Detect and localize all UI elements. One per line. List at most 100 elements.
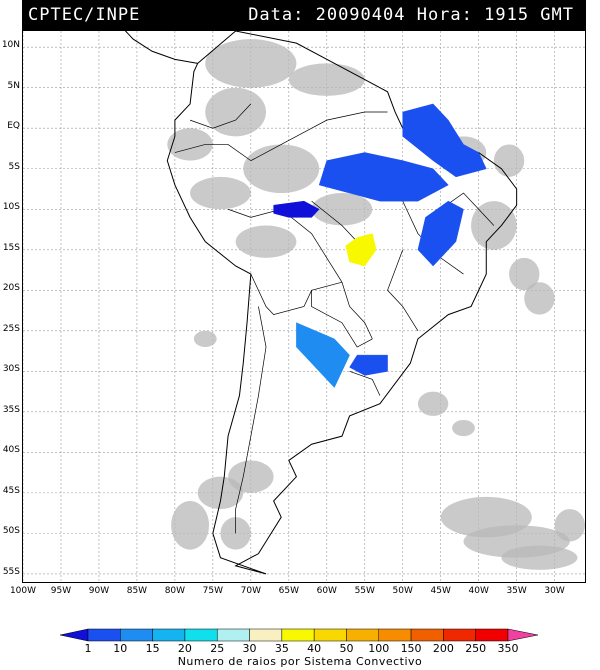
- colorbar-tick-label: 100: [368, 642, 390, 655]
- longitude-label: 40W: [468, 586, 489, 596]
- latitude-label: 20S: [2, 283, 20, 294]
- longitude-label: 100W: [9, 586, 37, 596]
- cloud-cover: [417, 391, 449, 416]
- colorbar-tick-label: 15: [145, 642, 160, 655]
- convective-system: [402, 103, 487, 178]
- longitude-label: 85W: [126, 586, 148, 596]
- state-border: [250, 111, 388, 161]
- state-border: [250, 273, 343, 315]
- state-border: [235, 306, 267, 534]
- longitude-label: 35W: [506, 586, 527, 596]
- cloud-cover: [205, 87, 267, 137]
- state-border: [311, 290, 373, 348]
- colorbar-segment: [184, 628, 218, 642]
- cloud-cover: [190, 176, 251, 210]
- cloud-cover: [171, 500, 210, 550]
- colorbar-segment: [249, 628, 283, 642]
- colorbar-tick-label: 25: [210, 642, 225, 655]
- colorbar-segment: [216, 628, 250, 642]
- cloud-cover: [554, 509, 585, 542]
- longitude-label: 45W: [430, 586, 451, 596]
- colorbar-segment: [410, 628, 444, 642]
- convective-system: [273, 200, 320, 218]
- latitude-label: 5S: [8, 161, 20, 172]
- longitude-label: 95W: [50, 586, 72, 596]
- cloud-cover: [205, 39, 297, 88]
- latitude-label: 50S: [2, 526, 20, 537]
- cloud-cover: [243, 144, 320, 194]
- colorbar-segment: [378, 628, 412, 642]
- latitude-label: 40S: [2, 445, 20, 456]
- source-label: CPTEC/INPE: [28, 5, 141, 25]
- cloud-cover: [167, 128, 213, 161]
- state-border: [440, 192, 495, 226]
- colorbar-tick-label: 35: [274, 642, 289, 655]
- title-bar: CPTEC/INPE Data: 20090404 Hora: 1915 GMT: [22, 0, 586, 30]
- latitude-label: 35S: [2, 404, 20, 415]
- cloud-cover: [311, 193, 373, 226]
- convective-system: [349, 354, 388, 376]
- longitude-label: 65W: [278, 586, 299, 596]
- colorbar-tick-label: 10: [113, 642, 128, 655]
- colorbar-segment: [475, 628, 509, 642]
- colorbar-segment: [281, 628, 315, 642]
- cloud-cover: [509, 257, 540, 291]
- cloud-cover: [524, 282, 555, 315]
- colorbar-tick-label: 1: [84, 642, 92, 655]
- latitude-label: 5N: [7, 80, 20, 91]
- cloud-cover: [493, 144, 525, 177]
- longitude-label: 55W: [354, 586, 375, 596]
- longitude-label: 80W: [164, 586, 186, 596]
- longitude-label: 70W: [240, 586, 262, 596]
- colorbar-tick-label: 30: [242, 642, 257, 655]
- state-border: [387, 249, 419, 331]
- state-border: [189, 103, 252, 129]
- latitude-label: 30S: [2, 364, 20, 375]
- state-border: [174, 144, 252, 161]
- map-frame: [22, 30, 586, 583]
- cloud-cover: [501, 545, 578, 570]
- cloud-cover: [452, 419, 475, 437]
- longitude-label: 90W: [88, 586, 110, 596]
- colorbar-segment: [443, 628, 476, 642]
- latitude-label: 15S: [2, 242, 20, 253]
- colorbar-tick-label: 250: [465, 642, 487, 655]
- latitude-label: 10S: [2, 202, 20, 213]
- convective-system: [345, 233, 377, 267]
- latitude-label: 25S: [2, 323, 20, 334]
- colorbar-segment: [87, 628, 121, 642]
- convective-system: [417, 200, 464, 267]
- longitude-label: 75W: [202, 586, 224, 596]
- timestamp-label: Data: 20090404 Hora: 1915 GMT: [248, 5, 574, 25]
- cloud-cover: [220, 517, 251, 550]
- cloud-cover: [288, 63, 365, 96]
- cloud-cover: [193, 330, 217, 348]
- colorbar-tick-label: 150: [400, 642, 422, 655]
- colorbar-segment: [120, 628, 153, 642]
- longitude-label: 30W: [544, 586, 565, 596]
- state-border: [349, 370, 381, 396]
- colorbar-tick-label: 40: [307, 642, 322, 655]
- colorbar-tick-label: 200: [432, 642, 454, 655]
- latitude-label: 45S: [2, 485, 20, 496]
- latitude-label: 10N: [1, 40, 20, 51]
- colorbar-segment: [152, 628, 186, 642]
- central-america-coastline: [124, 31, 198, 64]
- cloud-cover: [235, 225, 297, 258]
- longitude-label: 50W: [392, 586, 413, 596]
- colorbar-left-arrow: [60, 628, 89, 642]
- colorbar: [60, 628, 539, 642]
- convective-system: [296, 322, 350, 388]
- longitude-label: 60W: [316, 586, 337, 596]
- colorbar-tick-label: 20: [177, 642, 192, 655]
- colorbar-caption: Numero de raios por Sistema Convectivo: [177, 655, 423, 668]
- latitude-label: 55S: [2, 566, 20, 577]
- state-border: [227, 208, 373, 340]
- colorbar-segment: [313, 628, 347, 642]
- convective-system: [318, 152, 449, 202]
- map-canvas: [23, 31, 585, 582]
- colorbar-right-arrow: [507, 628, 539, 642]
- colorbar-tick-label: 350: [497, 642, 519, 655]
- colorbar-tick-label: 50: [339, 642, 354, 655]
- latitude-label: EQ: [7, 121, 20, 132]
